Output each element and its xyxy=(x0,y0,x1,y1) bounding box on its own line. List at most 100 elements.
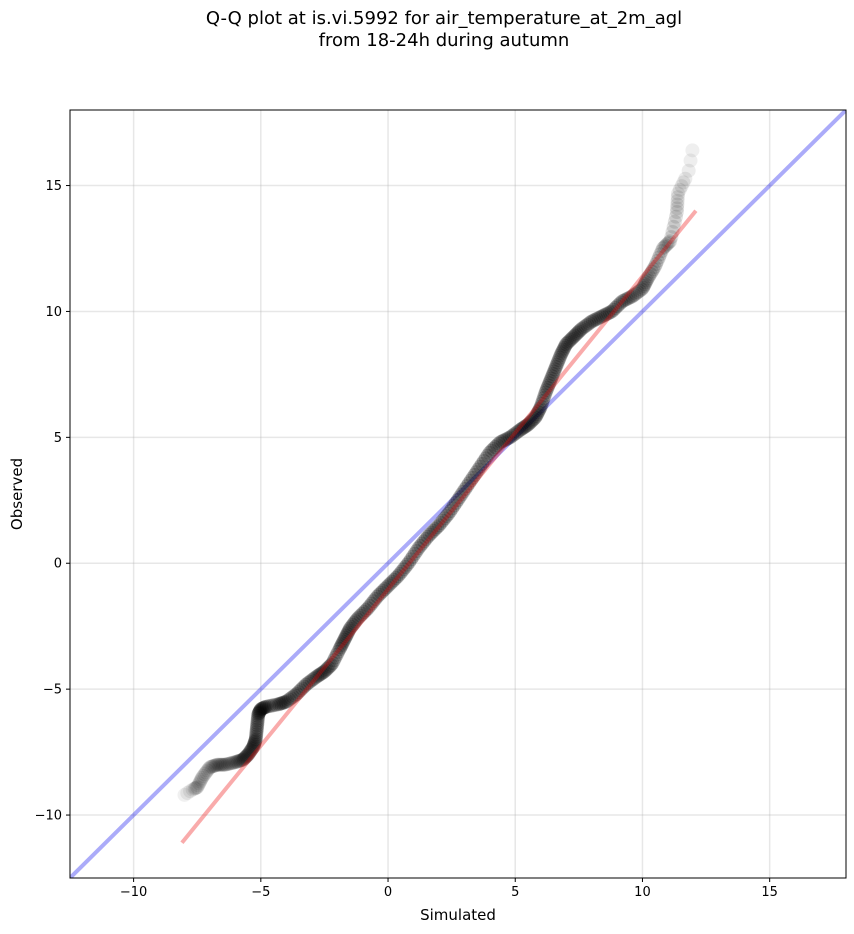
quantile-point xyxy=(418,532,433,547)
quantile-point xyxy=(669,209,684,224)
quantile-point xyxy=(304,673,319,688)
quantile-point xyxy=(557,340,572,355)
quantile-point xyxy=(195,770,210,785)
quantile-point xyxy=(628,286,643,301)
quantile-point xyxy=(558,338,573,353)
quantile-point xyxy=(573,323,588,338)
quantile-point xyxy=(194,772,209,787)
chart-title-line-2: from 18-24h during autumn xyxy=(318,30,570,51)
quantile-point xyxy=(392,566,407,581)
quantile-point xyxy=(532,403,547,418)
quantile-point xyxy=(564,331,579,346)
quantile-point xyxy=(248,733,263,748)
quantile-point xyxy=(326,653,341,668)
quantile-point xyxy=(333,640,348,655)
quantile-point xyxy=(300,676,315,691)
quantile-point xyxy=(400,557,415,572)
reference-line xyxy=(70,110,846,878)
quantile-point xyxy=(252,704,267,719)
quantile-point xyxy=(237,751,252,766)
quantile-point xyxy=(623,290,638,305)
quantile-point xyxy=(613,295,628,310)
quantile-point xyxy=(229,754,244,769)
quantile-point xyxy=(576,320,591,335)
quantile-point xyxy=(548,360,563,375)
quantile-point xyxy=(553,348,568,363)
quantile-point xyxy=(254,701,269,716)
quantile-point xyxy=(409,544,424,559)
quantile-point xyxy=(495,434,510,449)
quantile-point xyxy=(310,669,325,684)
quantile-point xyxy=(428,522,443,537)
quantile-point xyxy=(311,668,326,683)
quantile-point xyxy=(264,698,279,713)
quantile-point xyxy=(519,418,534,433)
quantile-point xyxy=(587,312,602,327)
quantile-point xyxy=(595,309,610,324)
y-axis-label: Observed xyxy=(8,458,26,530)
quantile-point xyxy=(683,153,698,168)
quantile-point xyxy=(364,596,379,611)
quantile-point xyxy=(192,776,207,791)
quantile-point xyxy=(627,288,642,303)
quantile-point xyxy=(685,143,700,158)
quantile-point xyxy=(599,307,614,322)
quantile-point xyxy=(324,657,339,672)
quantile-point xyxy=(546,364,561,379)
quantile-point xyxy=(665,224,680,239)
quantile-point xyxy=(280,694,295,709)
quantile-point xyxy=(568,327,583,342)
quantile-point xyxy=(670,201,685,216)
quantile-point xyxy=(458,481,473,496)
quantile-point xyxy=(282,692,297,707)
quantile-point xyxy=(666,219,681,234)
quantile-point xyxy=(439,509,454,524)
quantile-point xyxy=(678,171,693,186)
quantile-point xyxy=(249,722,264,737)
quantile-point xyxy=(625,289,640,304)
chart-title-line-1: Q-Q plot at is.vi.5992 for air_temperatu… xyxy=(205,8,683,29)
quantile-point xyxy=(252,705,267,720)
quantile-point xyxy=(510,424,525,439)
quantile-point xyxy=(348,614,363,629)
quantile-point xyxy=(312,667,327,682)
quantile-point xyxy=(493,434,508,449)
quantile-point xyxy=(250,718,265,733)
quantile-point xyxy=(676,175,691,190)
quantile-point xyxy=(538,385,553,400)
quantile-point xyxy=(467,468,482,483)
quantile-point xyxy=(651,250,666,265)
quantile-point xyxy=(637,277,652,292)
quantile-point xyxy=(516,420,531,435)
quantile-point xyxy=(377,582,392,597)
quantile-point xyxy=(523,414,538,429)
quantile-point xyxy=(372,587,387,602)
quantile-point xyxy=(656,241,671,256)
quantile-point xyxy=(251,706,266,721)
quantile-point xyxy=(226,755,241,770)
quantile-point xyxy=(248,732,263,747)
quantile-point xyxy=(243,743,258,758)
quantile-point xyxy=(329,647,344,662)
quantile-point xyxy=(335,636,350,651)
quantile-point xyxy=(634,282,649,297)
quantile-point xyxy=(490,438,505,453)
quantile-point xyxy=(597,308,612,323)
quantile-point xyxy=(370,589,385,604)
quantile-point xyxy=(366,594,381,609)
quantile-point xyxy=(385,574,400,589)
quantile-point xyxy=(177,787,192,802)
quantile-point xyxy=(435,513,450,528)
quantile-point xyxy=(640,271,655,286)
quantile-point xyxy=(534,396,549,411)
quantile-point xyxy=(250,715,265,730)
quantile-point xyxy=(345,617,360,632)
quantile-point xyxy=(526,412,541,427)
quantile-point xyxy=(306,672,321,687)
quantile-point xyxy=(258,700,273,715)
quantile-point xyxy=(240,748,255,763)
quantile-point xyxy=(246,737,261,752)
quantile-point xyxy=(536,391,551,406)
quantile-point xyxy=(287,688,302,703)
plot-area xyxy=(70,110,846,878)
